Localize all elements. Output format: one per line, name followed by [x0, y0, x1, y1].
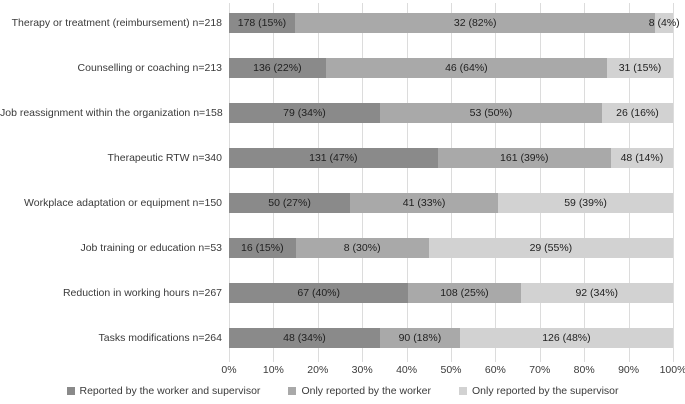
segment-worker-only: 46 (64%)	[325, 58, 608, 78]
x-tick-label: 80%	[573, 364, 595, 376]
bar-row: 67 (40%) 108 (25%) 92 (34%)	[229, 283, 673, 303]
segment-value-label: 29 (55%)	[529, 242, 573, 254]
gridline	[495, 3, 497, 362]
gridline	[451, 3, 452, 362]
gridline	[229, 3, 230, 362]
segment-worker-and-supervisor: 16 (15%)	[229, 238, 296, 258]
segment-value-label: 59 (39%)	[564, 197, 607, 209]
bar-row: 178 (15%) 32 (82%) 8 (4%)	[229, 13, 680, 33]
segment-value-label: 41 (33%)	[402, 197, 446, 209]
segment-worker-and-supervisor: 178 (15%)	[229, 13, 295, 33]
gridline	[406, 3, 408, 362]
segment-value-label: 131 (47%)	[309, 152, 358, 164]
x-tick-label: 0%	[221, 364, 237, 376]
segment-value-label: 126 (48%)	[542, 332, 591, 344]
segment-value-label: 53 (50%)	[469, 107, 513, 119]
segment-worker-only: 53 (50%)	[379, 103, 602, 123]
legend-label: Reported by the worker and supervisor	[79, 385, 261, 397]
x-tick-label: 40%	[396, 364, 418, 376]
segment-value-label: 46 (64%)	[445, 62, 488, 74]
segment-worker-and-supervisor: 67 (40%)	[229, 283, 409, 303]
gridline	[539, 3, 541, 362]
segment-value-label: 92 (34%)	[575, 287, 619, 299]
x-tick-label: 90%	[618, 364, 640, 376]
bar-row: 48 (34%) 90 (18%) 126 (48%)	[229, 328, 673, 348]
legend-item: Reported by the worker and supervisor	[66, 385, 261, 397]
segment-supervisor-only: 92 (34%)	[520, 283, 673, 303]
legend-item: Only reported by the worker	[288, 385, 431, 397]
segment-value-label: 79 (34%)	[283, 107, 326, 119]
category-label: Therapeutic RTW n=340	[107, 152, 223, 164]
bar-row: 131 (47%) 161 (39%) 48 (14%)	[229, 148, 673, 168]
segment-worker-and-supervisor: 131 (47%)	[229, 148, 438, 168]
gridline	[317, 3, 319, 362]
x-tick-label: 100%	[659, 364, 685, 376]
segment-value-label: 48 (34%)	[283, 332, 326, 344]
gridline	[273, 3, 275, 362]
legend-marker-square-icon	[288, 387, 297, 395]
segment-value-label: 161 (39%)	[500, 152, 549, 164]
category-label: Tasks modifications n=264	[98, 332, 222, 344]
segment-worker-only: 32 (82%)	[294, 13, 656, 33]
legend-marker-square-icon	[459, 387, 467, 395]
segment-supervisor-only: 8 (4%)	[649, 13, 680, 33]
segment-value-label: 48 (14%)	[620, 152, 664, 164]
bar-row: 16 (15%) 8 (30%) 29 (55%)	[229, 238, 673, 258]
segment-worker-and-supervisor: 136 (22%)	[229, 58, 326, 78]
legend: Reported by the worker and supervisor Onl…	[0, 385, 685, 397]
segment-value-label: 8 (30%)	[343, 242, 381, 254]
segment-worker-and-supervisor: 79 (34%)	[229, 103, 380, 123]
legend-item: Only reported by the supervisor	[459, 385, 619, 397]
gridline	[628, 3, 630, 362]
category-label: Reduction in working hours n=267	[62, 287, 222, 299]
segment-value-label: 16 (15%)	[240, 242, 284, 254]
segment-value-label: 67 (40%)	[297, 287, 340, 299]
x-tick-label: 60%	[484, 364, 506, 376]
segment-supervisor-only: 48 (14%)	[610, 148, 673, 168]
gridline	[584, 3, 586, 362]
segment-value-label: 50 (27%)	[268, 197, 311, 209]
segment-value-label: 108 (25%)	[440, 287, 489, 299]
category-label: Job reassignment within the organization…	[0, 107, 223, 119]
gridline	[362, 3, 364, 362]
segment-supervisor-only: 126 (48%)	[459, 328, 673, 348]
legend-label: Only reported by the supervisor	[472, 385, 619, 397]
segment-worker-only: 108 (25%)	[408, 283, 521, 303]
segment-worker-only: 41 (33%)	[350, 193, 499, 213]
segment-value-label: 178 (15%)	[237, 17, 287, 29]
segment-value-label: 32 (82%)	[453, 17, 497, 29]
x-tick-label: 20%	[307, 364, 329, 376]
segment-value-label: 8 (4%)	[648, 17, 680, 29]
segment-worker-only: 161 (39%)	[437, 148, 611, 168]
segment-supervisor-only: 31 (15%)	[607, 58, 673, 78]
bar-row: 79 (34%) 53 (50%) 26 (16%)	[229, 103, 673, 123]
bar-row: 136 (22%) 46 (64%) 31 (15%)	[229, 58, 673, 78]
segment-worker-and-supervisor: 48 (34%)	[229, 328, 380, 348]
segment-worker-only: 90 (18%)	[379, 328, 460, 348]
gridline	[673, 3, 674, 362]
bar-row: 50 (27%) 41 (33%) 59 (39%)	[229, 193, 673, 213]
x-tick-label: 10%	[262, 364, 284, 376]
segment-worker-only: 8 (30%)	[295, 238, 429, 258]
segment-supervisor-only: 26 (16%)	[601, 103, 673, 123]
x-tick-label: 30%	[351, 364, 373, 376]
segment-worker-and-supervisor: 50 (27%)	[229, 193, 351, 213]
segment-supervisor-only: 29 (55%)	[428, 238, 673, 258]
x-tick-label: 70%	[529, 364, 551, 376]
segment-value-label: 26 (16%)	[616, 107, 659, 119]
legend-label: Only reported by the worker	[301, 385, 431, 397]
category-label: Job training or education n=53	[80, 242, 222, 254]
category-label: Counselling or coaching n=213	[77, 62, 222, 74]
segment-supervisor-only: 59 (39%)	[498, 193, 673, 213]
segment-value-label: 31 (15%)	[618, 62, 662, 74]
legend-marker-square-icon	[66, 387, 75, 395]
x-tick-label: 50%	[440, 364, 462, 376]
category-label: Therapy or treatment (reimbursement) n=2…	[11, 17, 222, 29]
segment-value-label: 90 (18%)	[398, 332, 442, 344]
category-label: Workplace adaptation or equipment n=150	[24, 197, 222, 209]
segment-value-label: 136 (22%)	[253, 62, 302, 74]
